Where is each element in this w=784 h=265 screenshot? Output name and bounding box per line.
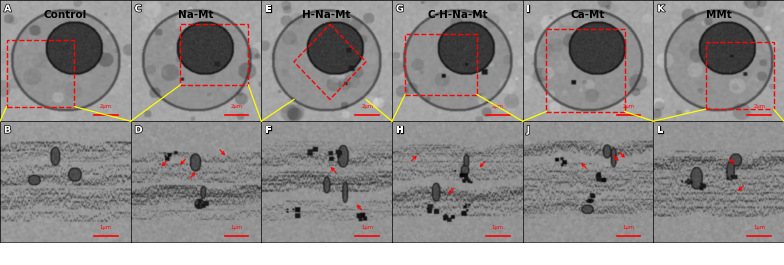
Text: 2μm: 2μm (230, 104, 242, 109)
Text: MMt: MMt (706, 10, 731, 20)
Text: 1μm: 1μm (492, 225, 504, 230)
Text: 1μm: 1μm (230, 225, 242, 230)
Text: K: K (657, 4, 665, 14)
Text: 2μm: 2μm (361, 104, 373, 109)
Text: J: J (527, 125, 530, 135)
Bar (546, 29, 625, 112)
Text: Ca-Mt: Ca-Mt (571, 10, 605, 20)
Text: H-Na-Mt: H-Na-Mt (303, 10, 351, 20)
Text: 1μm: 1μm (622, 225, 634, 230)
Text: C: C (135, 4, 142, 14)
Text: Na-Mt: Na-Mt (178, 10, 214, 20)
Text: 2μm: 2μm (753, 104, 765, 109)
Text: G: G (396, 4, 404, 14)
Text: F: F (265, 125, 272, 135)
Text: A: A (4, 4, 12, 14)
Bar (180, 24, 249, 85)
Bar (6, 40, 74, 107)
Text: Control: Control (44, 10, 87, 20)
Text: D: D (135, 125, 143, 135)
Text: 1μm: 1μm (100, 225, 112, 230)
Text: 2μm: 2μm (492, 104, 504, 109)
Bar (706, 42, 774, 109)
Bar (405, 34, 477, 95)
Text: C-H-Na-Mt: C-H-Na-Mt (427, 10, 488, 20)
Text: H: H (396, 125, 404, 135)
Text: L: L (657, 125, 663, 135)
Text: 2μm: 2μm (100, 104, 112, 109)
Text: 2μm: 2μm (622, 104, 634, 109)
Text: B: B (4, 125, 11, 135)
Text: 1μm: 1μm (753, 225, 765, 230)
Text: I: I (527, 4, 530, 14)
Text: E: E (265, 4, 272, 14)
Text: 1μm: 1μm (361, 225, 373, 230)
